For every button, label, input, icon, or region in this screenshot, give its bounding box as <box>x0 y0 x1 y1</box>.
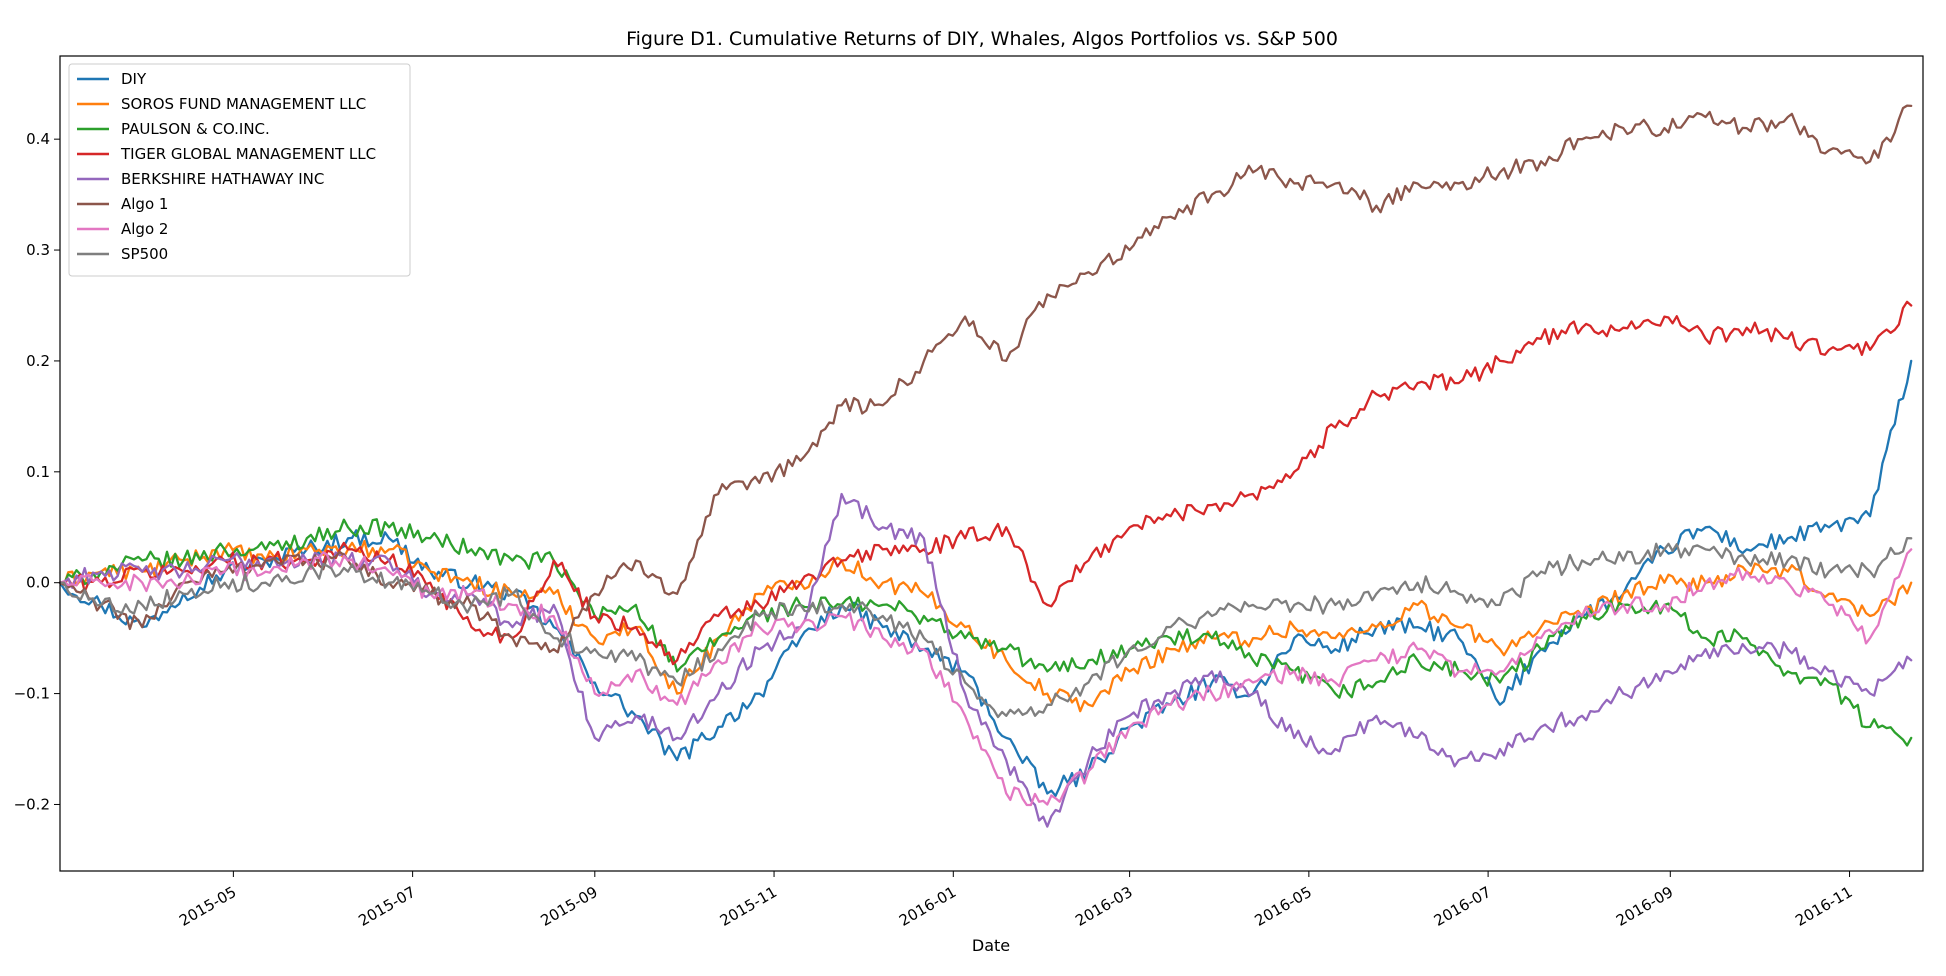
series-line-tiger-global-management-llc <box>58 300 1913 666</box>
y-tick-label: 0.3 <box>26 241 50 259</box>
x-tick-label: 2015-11 <box>717 883 780 930</box>
legend-label-tiger-global-management-llc: TIGER GLOBAL MANAGEMENT LLC <box>120 145 376 163</box>
y-tick-label: 0.0 <box>26 574 50 592</box>
series-line-algo-1 <box>58 104 1913 654</box>
x-tick-label: 2016-05 <box>1252 883 1315 930</box>
series-line-soros-fund-management-llc <box>58 539 1913 713</box>
series-line-diy <box>58 359 1913 797</box>
legend-label-soros-fund-management-llc: SOROS FUND MANAGEMENT LLC <box>121 95 366 113</box>
legend-label-berkshire-hathaway-inc: BERKSHIRE HATHAWAY INC <box>121 170 324 188</box>
legend: DIY SOROS FUND MANAGEMENT LLC PAULSON & CO… <box>68 63 411 277</box>
y-tick-label: 0.2 <box>26 352 50 370</box>
x-tick-label: 2016-11 <box>1792 883 1855 930</box>
x-axis-label: Date <box>972 936 1010 955</box>
legend-label-paulson-co-inc: PAULSON & CO.INC. <box>121 120 270 138</box>
x-tick-label: 2015-05 <box>176 883 239 930</box>
legend-label-algo-1: Algo 1 <box>121 195 168 213</box>
legend-label-diy: DIY <box>121 70 147 88</box>
y-tick-label: 0.4 <box>26 130 50 148</box>
y-tick-label: −0.2 <box>14 795 50 813</box>
x-tick-label: 2016-07 <box>1431 883 1494 930</box>
x-tick-label: 2016-03 <box>1072 883 1135 930</box>
x-tick-label: 2016-09 <box>1613 883 1676 930</box>
x-tick-label: 2016-01 <box>896 883 959 930</box>
series-line-sp500 <box>58 536 1913 719</box>
x-tick-label: 2015-07 <box>355 883 418 930</box>
legend-box <box>68 63 411 277</box>
plot-frame <box>59 55 1924 872</box>
y-axis: 0.4 0.3 0.2 0.1 0.0 −0.1 −0.2 <box>14 130 60 813</box>
chart-title: Figure D1. Cumulative Returns of DIY, Wh… <box>626 28 1338 50</box>
x-axis: 2015-05 2015-07 2015-09 2015-11 2016-01 2016-… <box>176 871 1856 930</box>
legend-label-sp500: SP500 <box>121 245 168 263</box>
series-line-paulson-co-inc <box>58 518 1913 747</box>
y-tick-label: 0.1 <box>26 463 50 481</box>
legend-label-algo-2: Algo 2 <box>121 220 168 238</box>
y-tick-label: −0.1 <box>14 685 50 703</box>
series-line-berkshire-hathaway-inc <box>58 492 1913 828</box>
series-line-algo-2 <box>58 548 1913 807</box>
plot-area <box>58 104 1913 828</box>
x-tick-label: 2015-09 <box>538 883 601 930</box>
